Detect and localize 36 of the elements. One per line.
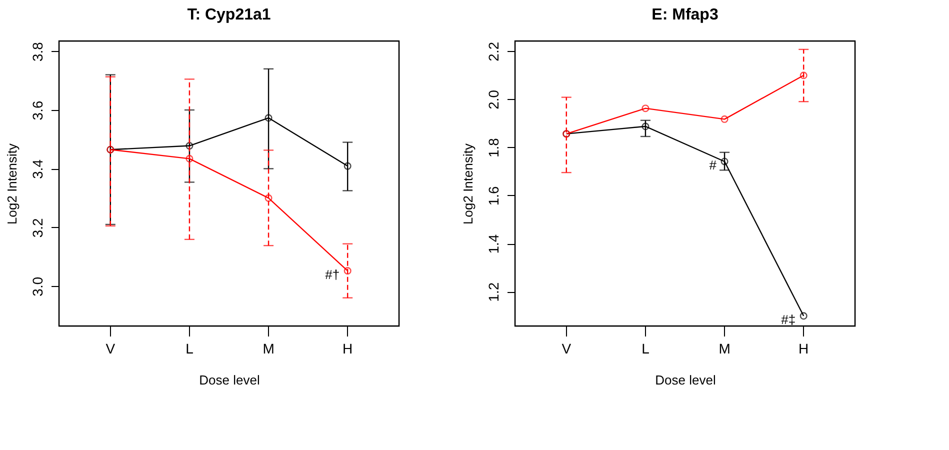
point	[720, 158, 728, 166]
chart-title: E: Mfap3	[652, 6, 718, 24]
y-tick-label: 3.0	[30, 276, 46, 296]
x-axis-title: Dose level	[199, 372, 260, 388]
x-tick-label: H	[342, 340, 353, 356]
y-tick-label: 1.6	[486, 186, 502, 206]
point	[264, 114, 272, 122]
y-tick-label: 3.6	[30, 100, 46, 120]
y-tick-label: 1.4	[486, 234, 502, 254]
point	[186, 154, 194, 162]
y-axis-title: Log2 Intensity	[4, 143, 20, 224]
annotation: #‡	[781, 312, 796, 327]
y-tick-label: 2.2	[486, 42, 502, 62]
point	[186, 142, 194, 150]
chart-title: T: Cyp21a1	[187, 6, 271, 24]
annotation: #†	[325, 266, 340, 282]
y-tick-label: 3.4	[30, 159, 46, 179]
x-tick-label: L	[186, 340, 194, 356]
x-tick-label: V	[106, 340, 116, 356]
y-tick-label: 3.8	[30, 42, 46, 62]
x-tick-label: M	[262, 340, 274, 356]
y-tick-label: 1.8	[486, 138, 502, 158]
x-tick-label: M	[718, 340, 730, 356]
x-tick-label: H	[798, 340, 809, 356]
x-tick-label: V	[562, 340, 572, 356]
y-tick-label: 2.0	[486, 90, 502, 110]
annotation: #	[709, 157, 718, 172]
y-axis-title: Log2 Intensity	[460, 143, 476, 224]
point	[642, 122, 650, 130]
y-tick-label: 3.2	[30, 218, 46, 238]
point	[264, 194, 272, 202]
point	[642, 104, 650, 112]
x-tick-label: L	[642, 340, 650, 356]
y-tick-label: 1.2	[486, 282, 502, 302]
point	[720, 115, 728, 123]
x-axis-title: Dose level	[655, 372, 716, 388]
